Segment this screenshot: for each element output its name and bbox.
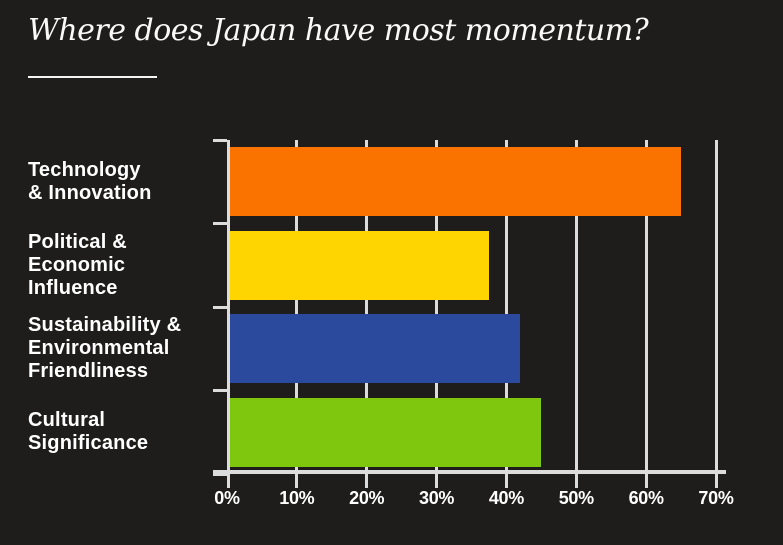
bar (229, 314, 521, 383)
category-label-line: Political & (28, 230, 127, 253)
y-axis-tick (213, 305, 227, 309)
x-tick-label: 60% (628, 488, 664, 508)
x-tick-label: 30% (418, 488, 455, 508)
bar (229, 147, 682, 216)
bar (229, 397, 542, 467)
x-axis-line (213, 470, 726, 474)
x-tick-label: 40% (488, 488, 524, 508)
category-label-line: & Innovation (28, 181, 152, 204)
gridline (574, 140, 578, 488)
y-axis-tick (213, 222, 227, 225)
title-underline (28, 76, 157, 78)
y-axis-tick (213, 138, 227, 142)
category-label-line: Economic (28, 253, 126, 276)
y-axis-line (227, 140, 230, 488)
gridline (714, 140, 718, 488)
category-label: Cultural Significance (28, 391, 228, 475)
x-tick-label: 70% (698, 488, 734, 508)
gridline (644, 140, 648, 488)
chart-title: Where does Japan have most momentum? (28, 13, 649, 48)
x-tick-label: 20% (349, 488, 385, 508)
category-label-line: Cultural (28, 409, 106, 432)
x-tick-label: 0% (214, 488, 240, 508)
category-label-line: Influence (28, 276, 118, 299)
x-tick-label: 50% (558, 488, 594, 508)
category-label-line: Sustainability & (28, 314, 182, 337)
y-axis-tick (213, 472, 227, 476)
category-label-line: Friendliness (28, 360, 149, 383)
bar (229, 230, 489, 300)
category-label: Political & Economic Influence (28, 224, 228, 308)
bar-chart-plot (213, 138, 726, 488)
category-label: Technology & Innovation (28, 140, 228, 224)
y-axis-tick (213, 389, 227, 392)
x-tick-label: 10% (279, 488, 315, 508)
category-label: Sustainability & Environmental Friendlines… (28, 307, 228, 391)
category-label-line: Environmental (28, 337, 170, 360)
category-label-line: Significance (28, 432, 149, 455)
category-label-line: Technology (28, 158, 141, 181)
